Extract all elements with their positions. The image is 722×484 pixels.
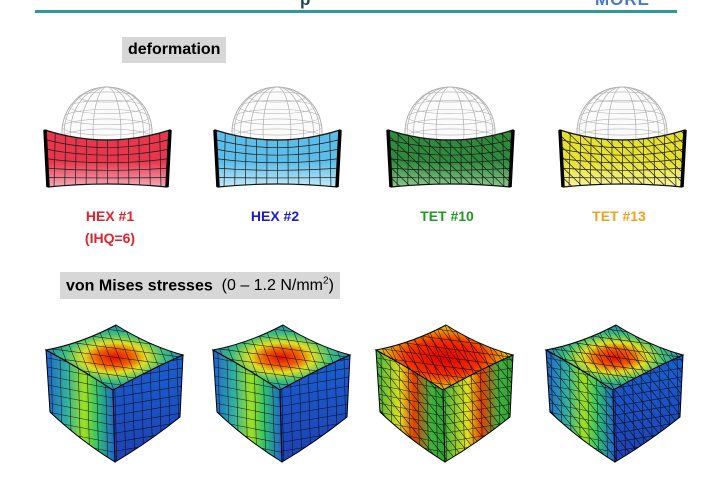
- top-rule: [35, 10, 677, 13]
- top-face: [544, 324, 685, 391]
- top-face: [44, 324, 185, 391]
- deformation-model-1: [43, 86, 172, 188]
- caption-hex2: HEX #2: [200, 208, 350, 224]
- caption-tet13-text: TET #13: [592, 208, 646, 224]
- caption-tet10-text: TET #10: [420, 208, 474, 224]
- stress-model-2: [211, 324, 352, 463]
- stress-model-wrap-4: [538, 320, 688, 470]
- stress-model-3: [374, 324, 515, 463]
- deformation-model-2: [213, 86, 342, 188]
- deformation-model-wrap-4: [550, 72, 695, 197]
- slide-title-right-fragment: MORE: [595, 0, 650, 10]
- deformation-model-3: [386, 86, 515, 188]
- stress-label-text: von Mises stresses: [66, 277, 213, 295]
- stress-label: von Mises stresses (0 – 1.2 N/mm2): [60, 272, 340, 300]
- stress-model-4: [544, 324, 685, 463]
- slide-title-fragment: p: [300, 0, 310, 10]
- stress-model-wrap-3: [368, 320, 518, 470]
- deformation-label-text: deformation: [128, 41, 221, 58]
- caption-tet10: TET #10: [372, 208, 522, 224]
- deformation-model-wrap-3: [378, 72, 523, 197]
- stress-model-wrap-2: [205, 320, 355, 470]
- caption-hex1-text: HEX #1: [85, 208, 135, 224]
- stress-model-wrap-1: [38, 320, 188, 470]
- stress-range-text: (0 – 1.2 N/mm2): [221, 276, 334, 295]
- deformation-label: deformation: [122, 37, 227, 63]
- caption-hex1-sub: (IHQ=6): [84, 230, 136, 246]
- caption-tet13: TET #13: [544, 208, 694, 224]
- deformation-model-4: [558, 86, 687, 188]
- top-face: [374, 324, 515, 391]
- stress-model-1: [44, 324, 185, 463]
- top-face: [211, 324, 352, 391]
- deformation-model-wrap-1: [35, 72, 180, 197]
- deformation-model-wrap-2: [205, 72, 350, 197]
- caption-hex1: HEX #1 (IHQ=6): [35, 208, 185, 246]
- caption-hex2-text: HEX #2: [250, 208, 300, 224]
